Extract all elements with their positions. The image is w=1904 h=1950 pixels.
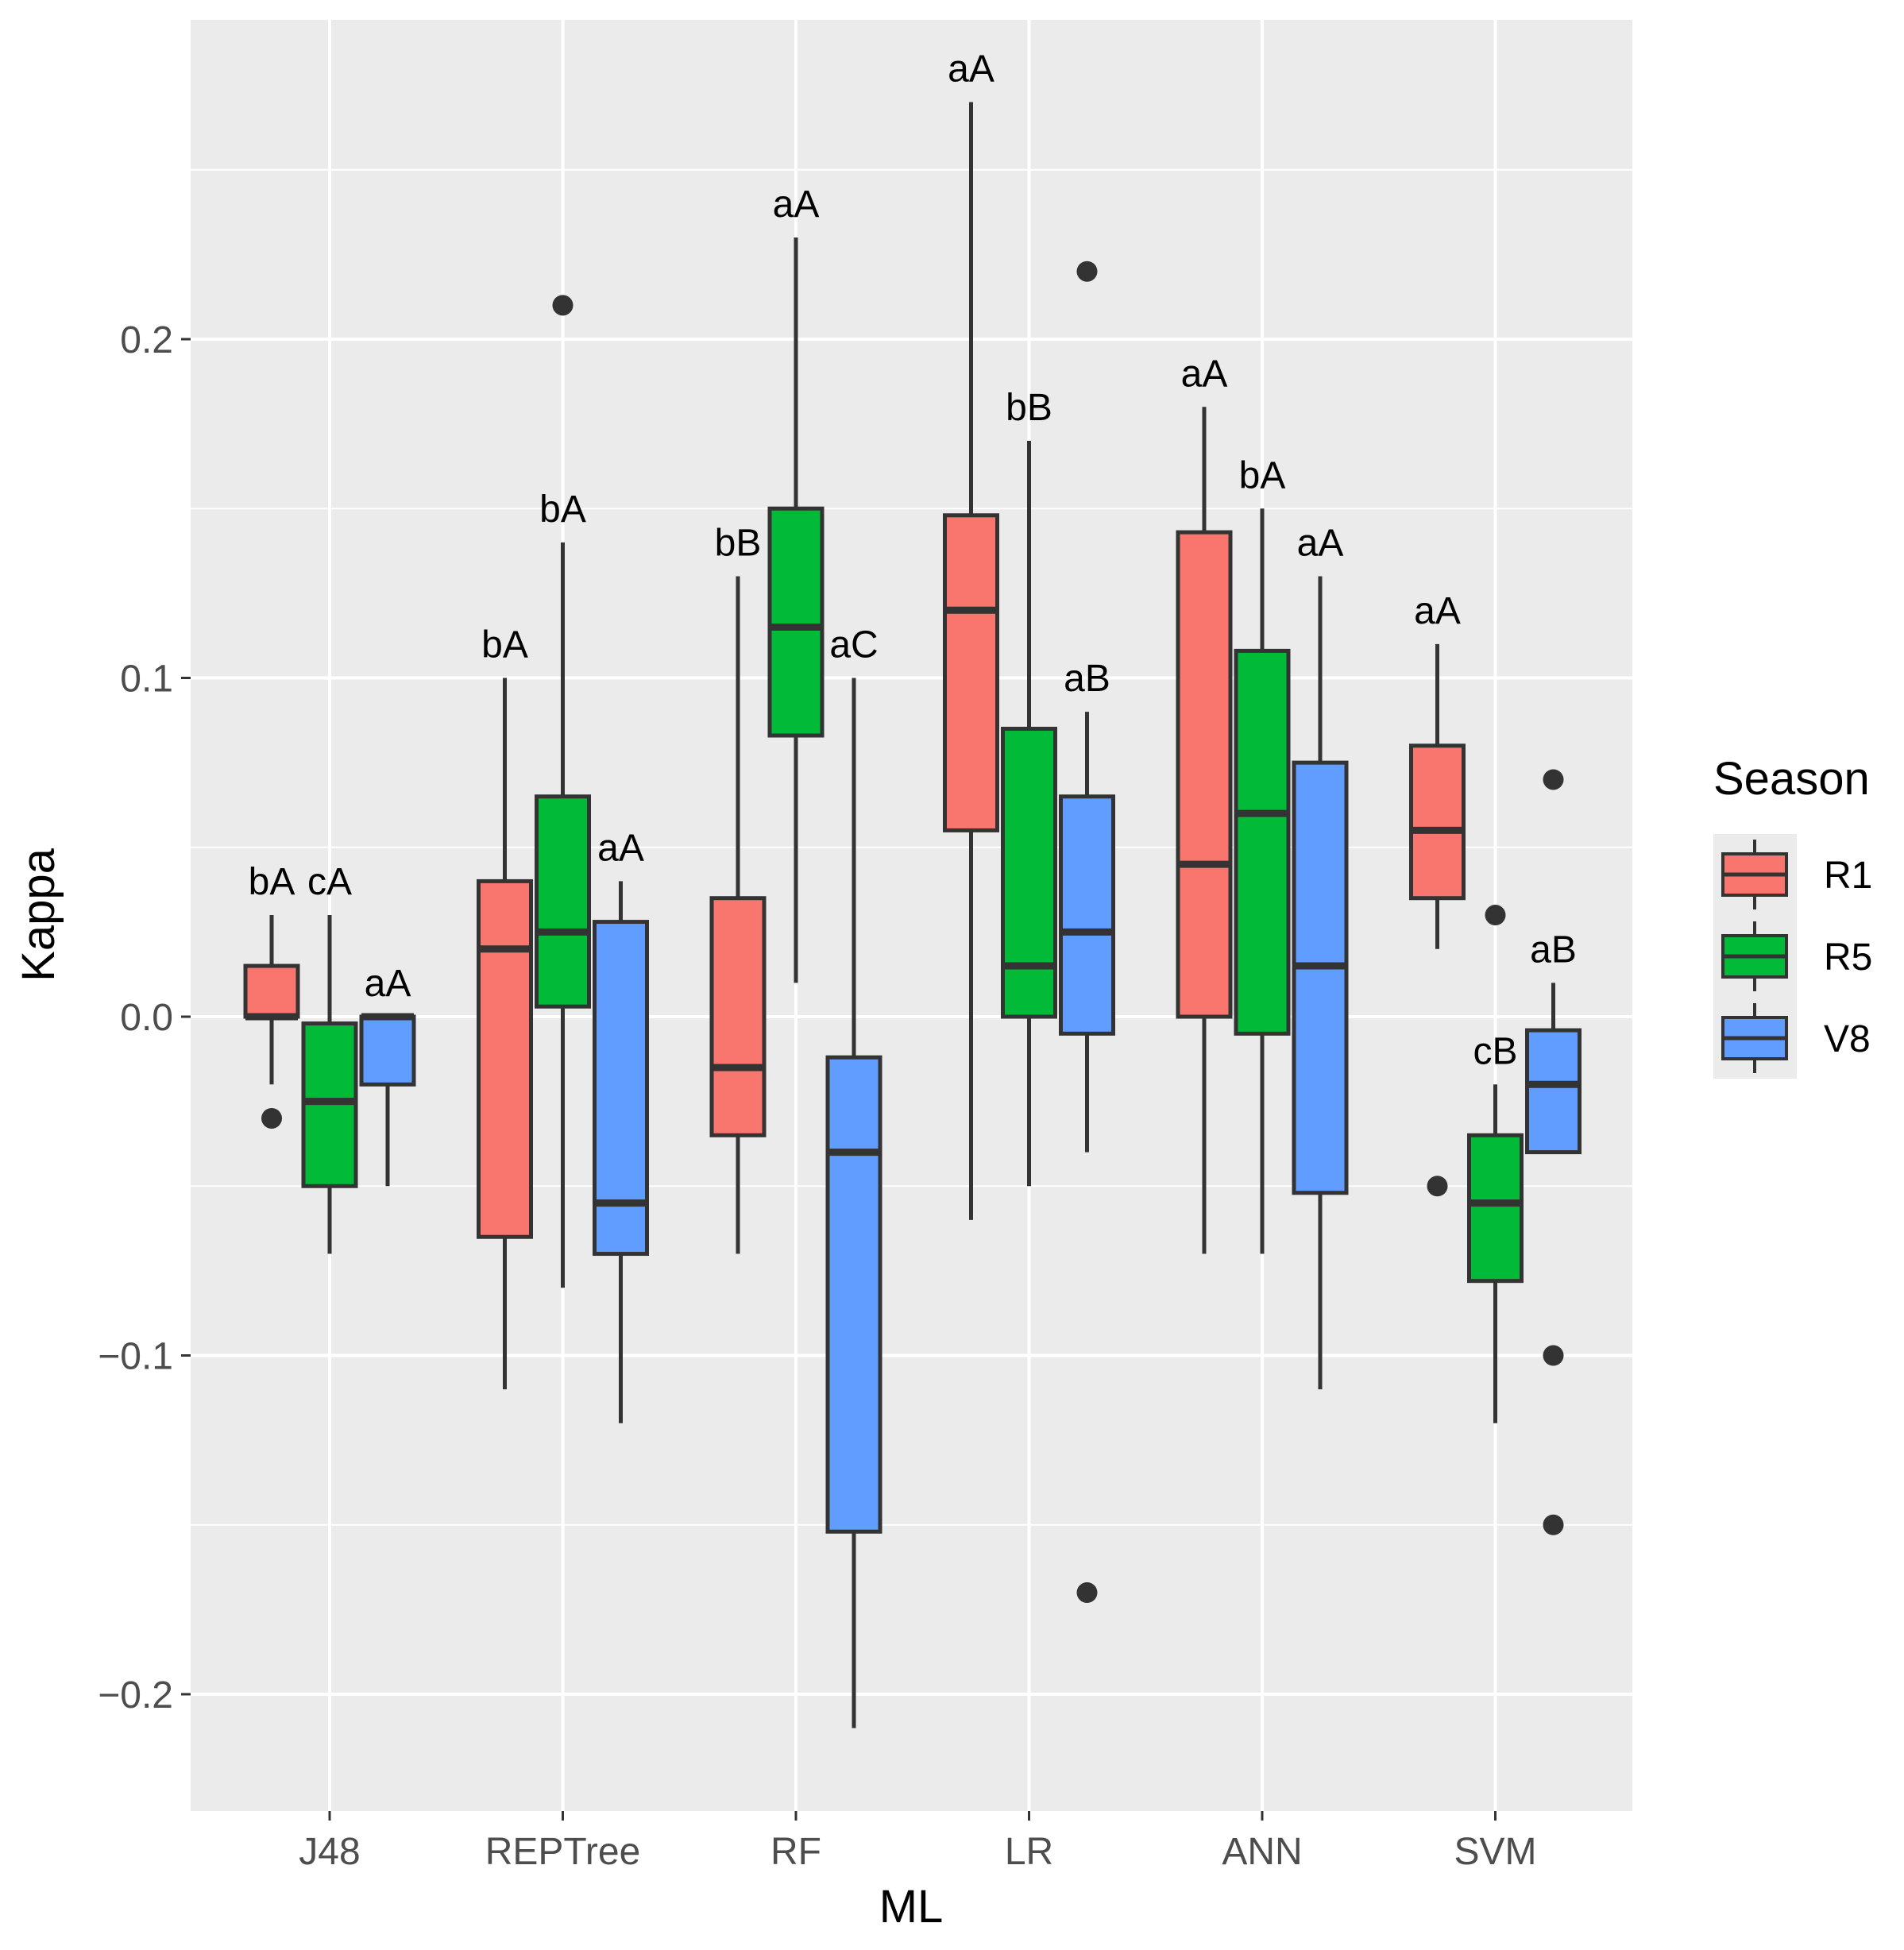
- box-iqr: [593, 920, 649, 1257]
- y-tick-label: −0.1: [98, 1336, 173, 1378]
- y-tick-label: 0.1: [120, 658, 173, 701]
- box-group-V8: [593, 881, 649, 1423]
- significance-label: cA: [307, 861, 352, 903]
- x-tick-label: REPTree: [485, 1831, 641, 1873]
- legend-label: R1: [1824, 855, 1872, 897]
- box-iqr: [1292, 760, 1349, 1195]
- significance-label: cB: [1473, 1030, 1517, 1072]
- significance-label: bA: [539, 488, 586, 531]
- outlier-point: [1543, 769, 1564, 790]
- box-group-R1: [943, 102, 999, 1220]
- significance-label: aA: [1297, 523, 1344, 565]
- box-iqr: [1525, 1028, 1582, 1155]
- box-group-R1: [1176, 407, 1233, 1254]
- x-tick-label: SVM: [1454, 1831, 1536, 1873]
- significance-labels: bA bA bB aA aA aA cA bA aA bB bA cB aA aA aC aB aA aB: [249, 48, 1577, 1072]
- box-group-R5: [1001, 440, 1057, 1187]
- y-axis: −0.2 −0.1 0.0 0.1 0.2: [98, 319, 191, 1716]
- significance-label: aC: [829, 624, 878, 666]
- box-group-V8: [1059, 261, 1115, 1604]
- box-iqr: [1001, 726, 1057, 1019]
- box-series: [243, 102, 1582, 1728]
- significance-label: aA: [773, 183, 820, 226]
- box-group-R1: [709, 576, 767, 1254]
- legend: Season R1 R5 V8: [1713, 753, 1872, 1079]
- y-axis-title: Kappa: [13, 848, 64, 981]
- x-tick-label: J48: [299, 1831, 360, 1873]
- box-iqr: [943, 513, 999, 832]
- legend-label: R5: [1824, 936, 1872, 979]
- box-group-R1: [243, 915, 300, 1129]
- box-group-V8: [1525, 769, 1582, 1535]
- x-axis: J48 REPTree RF LR ANN SVM: [299, 1811, 1537, 1873]
- outlier-point: [1543, 1345, 1564, 1366]
- legend-label: V8: [1824, 1018, 1871, 1060]
- box-group-V8: [825, 678, 882, 1728]
- box-group-V8: [1292, 576, 1349, 1390]
- box-iqr: [1059, 794, 1115, 1036]
- x-tick-label: RF: [770, 1831, 821, 1873]
- significance-label: aA: [597, 827, 644, 869]
- significance-label: aA: [1181, 353, 1228, 395]
- outlier-point: [552, 295, 574, 316]
- outlier-point: [1076, 1582, 1098, 1604]
- box-group-R5: [301, 915, 358, 1254]
- y-tick-label: −0.2: [98, 1674, 173, 1716]
- significance-label: aB: [1064, 658, 1110, 700]
- box-group-R5: [1234, 508, 1291, 1254]
- outlier-point: [1076, 261, 1098, 282]
- x-tick-label: ANN: [1222, 1831, 1302, 1873]
- outlier-point: [1427, 1176, 1448, 1197]
- outlier-point: [261, 1107, 282, 1129]
- significance-label: aA: [1414, 590, 1461, 632]
- box-iqr: [1176, 530, 1233, 1019]
- y-tick-label: 0.2: [120, 319, 173, 361]
- box-group-R1: [477, 678, 533, 1390]
- significance-label: bB: [715, 523, 762, 565]
- significance-label: aA: [365, 963, 411, 1005]
- box-group-R1: [1409, 643, 1466, 1197]
- box-iqr: [477, 878, 533, 1239]
- box-iqr: [825, 1055, 882, 1534]
- significance-label: bA: [481, 624, 528, 666]
- y-tick-label: 0.0: [120, 997, 173, 1039]
- box-iqr: [1467, 1133, 1524, 1284]
- significance-label: bA: [249, 861, 295, 903]
- legend-title: Season: [1713, 753, 1870, 805]
- box-iqr: [1409, 743, 1466, 901]
- x-axis-title: ML: [879, 1881, 944, 1933]
- minor-gridlines: [191, 168, 1632, 1526]
- box-iqr: [767, 506, 825, 738]
- significance-label: bA: [1239, 454, 1286, 496]
- box-group-R5: [535, 295, 591, 1288]
- box-iqr: [359, 1014, 416, 1087]
- box-iqr: [243, 963, 300, 1019]
- significance-label: aB: [1530, 929, 1577, 971]
- x-tick-label: LR: [1005, 1831, 1053, 1873]
- significance-label: bB: [1006, 387, 1052, 429]
- panel-background: [191, 20, 1632, 1811]
- box-iqr: [535, 794, 591, 1009]
- outlier-point: [1543, 1514, 1564, 1535]
- box-group-R5: [767, 237, 825, 983]
- significance-label: aA: [948, 48, 994, 90]
- outlier-point: [1485, 905, 1506, 926]
- box-group-R5: [1467, 905, 1524, 1423]
- box-iqr: [1234, 648, 1291, 1036]
- box-iqr: [709, 896, 767, 1137]
- box-group-V8: [359, 1013, 416, 1187]
